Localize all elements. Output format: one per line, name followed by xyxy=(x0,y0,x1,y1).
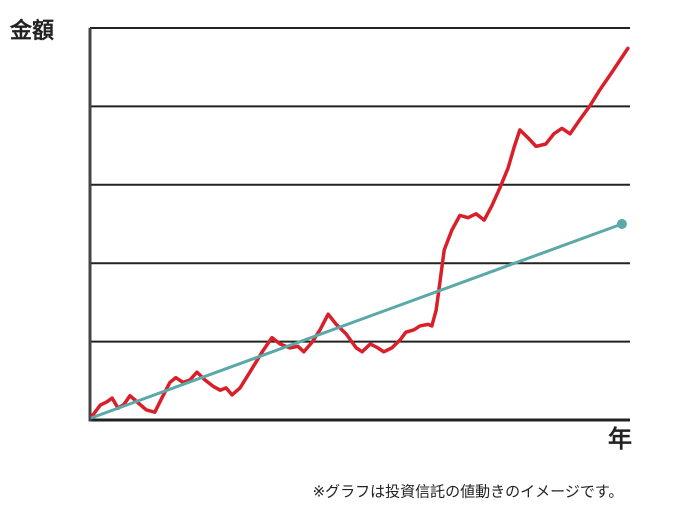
series-line xyxy=(90,222,624,420)
x-axis-label: 年 xyxy=(608,425,632,453)
series-line xyxy=(90,46,630,418)
footnote: ※グラフは投資信託の値動きのイメージです。 xyxy=(313,483,624,501)
y-axis-label: 金額 xyxy=(9,18,54,44)
end-marker xyxy=(616,219,627,229)
